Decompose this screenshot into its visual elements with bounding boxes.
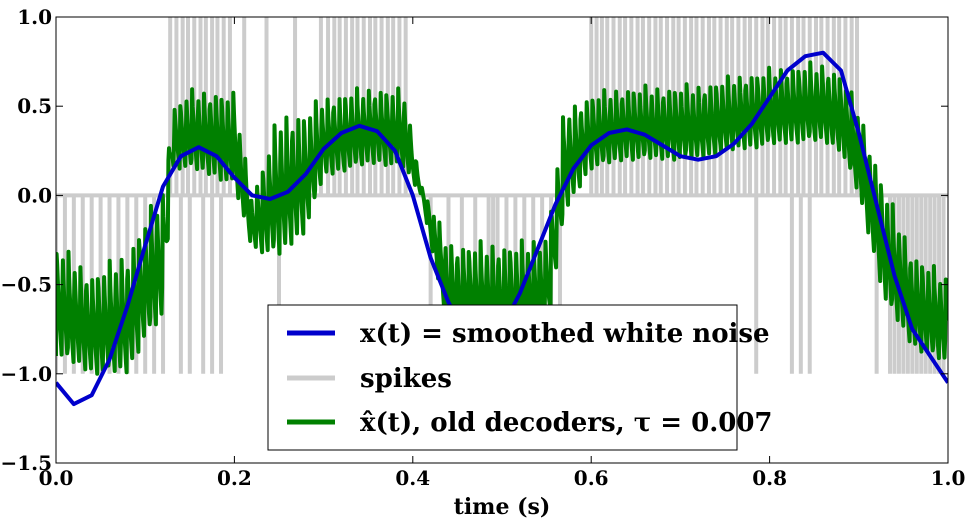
x-axis: 0.0 0.2 0.4 0.6 0.8 1.0 <box>39 17 966 490</box>
y-tick-label: 0.0 <box>17 183 52 207</box>
legend: x(t) = smoothed white noise spikes x̂(t)… <box>267 304 773 451</box>
legend-label-decoded: x̂(t), old decoders, τ = 0.007 <box>360 408 773 438</box>
x-tick-label: 0.8 <box>752 466 787 490</box>
x-axis-label: time (s) <box>454 494 551 520</box>
legend-label-smoothed-noise: x(t) = smoothed white noise <box>360 319 770 349</box>
y-axis: 1.0 0.5 0.0 −0.5 −1.0 −1.5 <box>0 5 948 475</box>
x-tick-label: 0.4 <box>395 466 430 490</box>
x-tick-label: 0.2 <box>217 466 252 490</box>
plot-frame <box>55 16 949 464</box>
x-tick-label: 1.0 <box>931 466 966 490</box>
x-tick-label: 0.0 <box>39 466 74 490</box>
y-tick-label: 1.0 <box>17 5 52 29</box>
y-tick-label: −0.5 <box>0 273 52 297</box>
legend-box <box>267 304 738 451</box>
y-tick-label: −1.5 <box>0 451 52 475</box>
legend-label-spikes: spikes <box>360 364 452 394</box>
y-tick-label: 0.5 <box>17 94 52 118</box>
x-tick-label: 0.6 <box>574 466 609 490</box>
y-tick-label: −1.0 <box>0 362 52 386</box>
